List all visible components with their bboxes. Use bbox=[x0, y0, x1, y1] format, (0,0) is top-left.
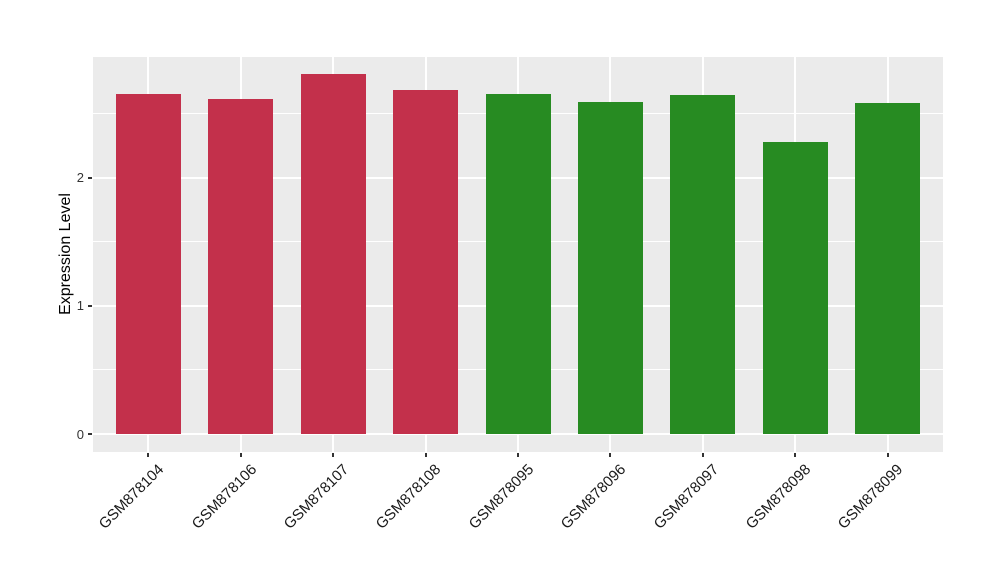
x-tick-label: GSM878107 bbox=[280, 461, 353, 533]
x-tick-mark bbox=[701, 453, 704, 457]
bar-GSM878099 bbox=[855, 103, 921, 435]
x-tick-mark bbox=[886, 453, 889, 457]
x-tick-mark bbox=[794, 453, 797, 457]
y-axis-title: Expression Level bbox=[57, 193, 74, 315]
x-tick-label: GSM878097 bbox=[650, 461, 722, 533]
x-tick-label: GSM878098 bbox=[742, 461, 815, 533]
bar-GSM878097 bbox=[670, 95, 736, 435]
x-tick-label: GSM878099 bbox=[835, 461, 907, 533]
bar-GSM878107 bbox=[300, 73, 366, 435]
bar-GSM878095 bbox=[485, 94, 551, 435]
x-tick-mark bbox=[239, 453, 242, 457]
x-tick-label: GSM878096 bbox=[557, 461, 630, 533]
y-tick-mark bbox=[88, 176, 92, 179]
x-tick-label: GSM878106 bbox=[188, 461, 260, 533]
bar-GSM878096 bbox=[577, 101, 643, 435]
x-tick-mark bbox=[332, 453, 335, 457]
plot-panel bbox=[93, 57, 943, 452]
x-tick-label: GSM878108 bbox=[373, 461, 445, 533]
x-tick-label: GSM878104 bbox=[95, 461, 168, 533]
bar-GSM878098 bbox=[762, 141, 828, 435]
y-tick-label: 2 bbox=[76, 170, 84, 186]
y-tick-label: 1 bbox=[76, 298, 84, 314]
bar-GSM878108 bbox=[393, 90, 459, 435]
x-tick-mark bbox=[147, 453, 150, 457]
y-tick-mark bbox=[88, 304, 92, 307]
x-tick-mark bbox=[424, 453, 427, 457]
y-tick-mark bbox=[88, 433, 92, 436]
x-tick-mark bbox=[517, 453, 519, 457]
x-tick-mark bbox=[609, 453, 612, 457]
bar-GSM878104 bbox=[115, 94, 181, 435]
bar-GSM878106 bbox=[208, 99, 274, 435]
x-tick-label: GSM878095 bbox=[465, 461, 538, 533]
y-tick-label: 0 bbox=[76, 426, 84, 442]
